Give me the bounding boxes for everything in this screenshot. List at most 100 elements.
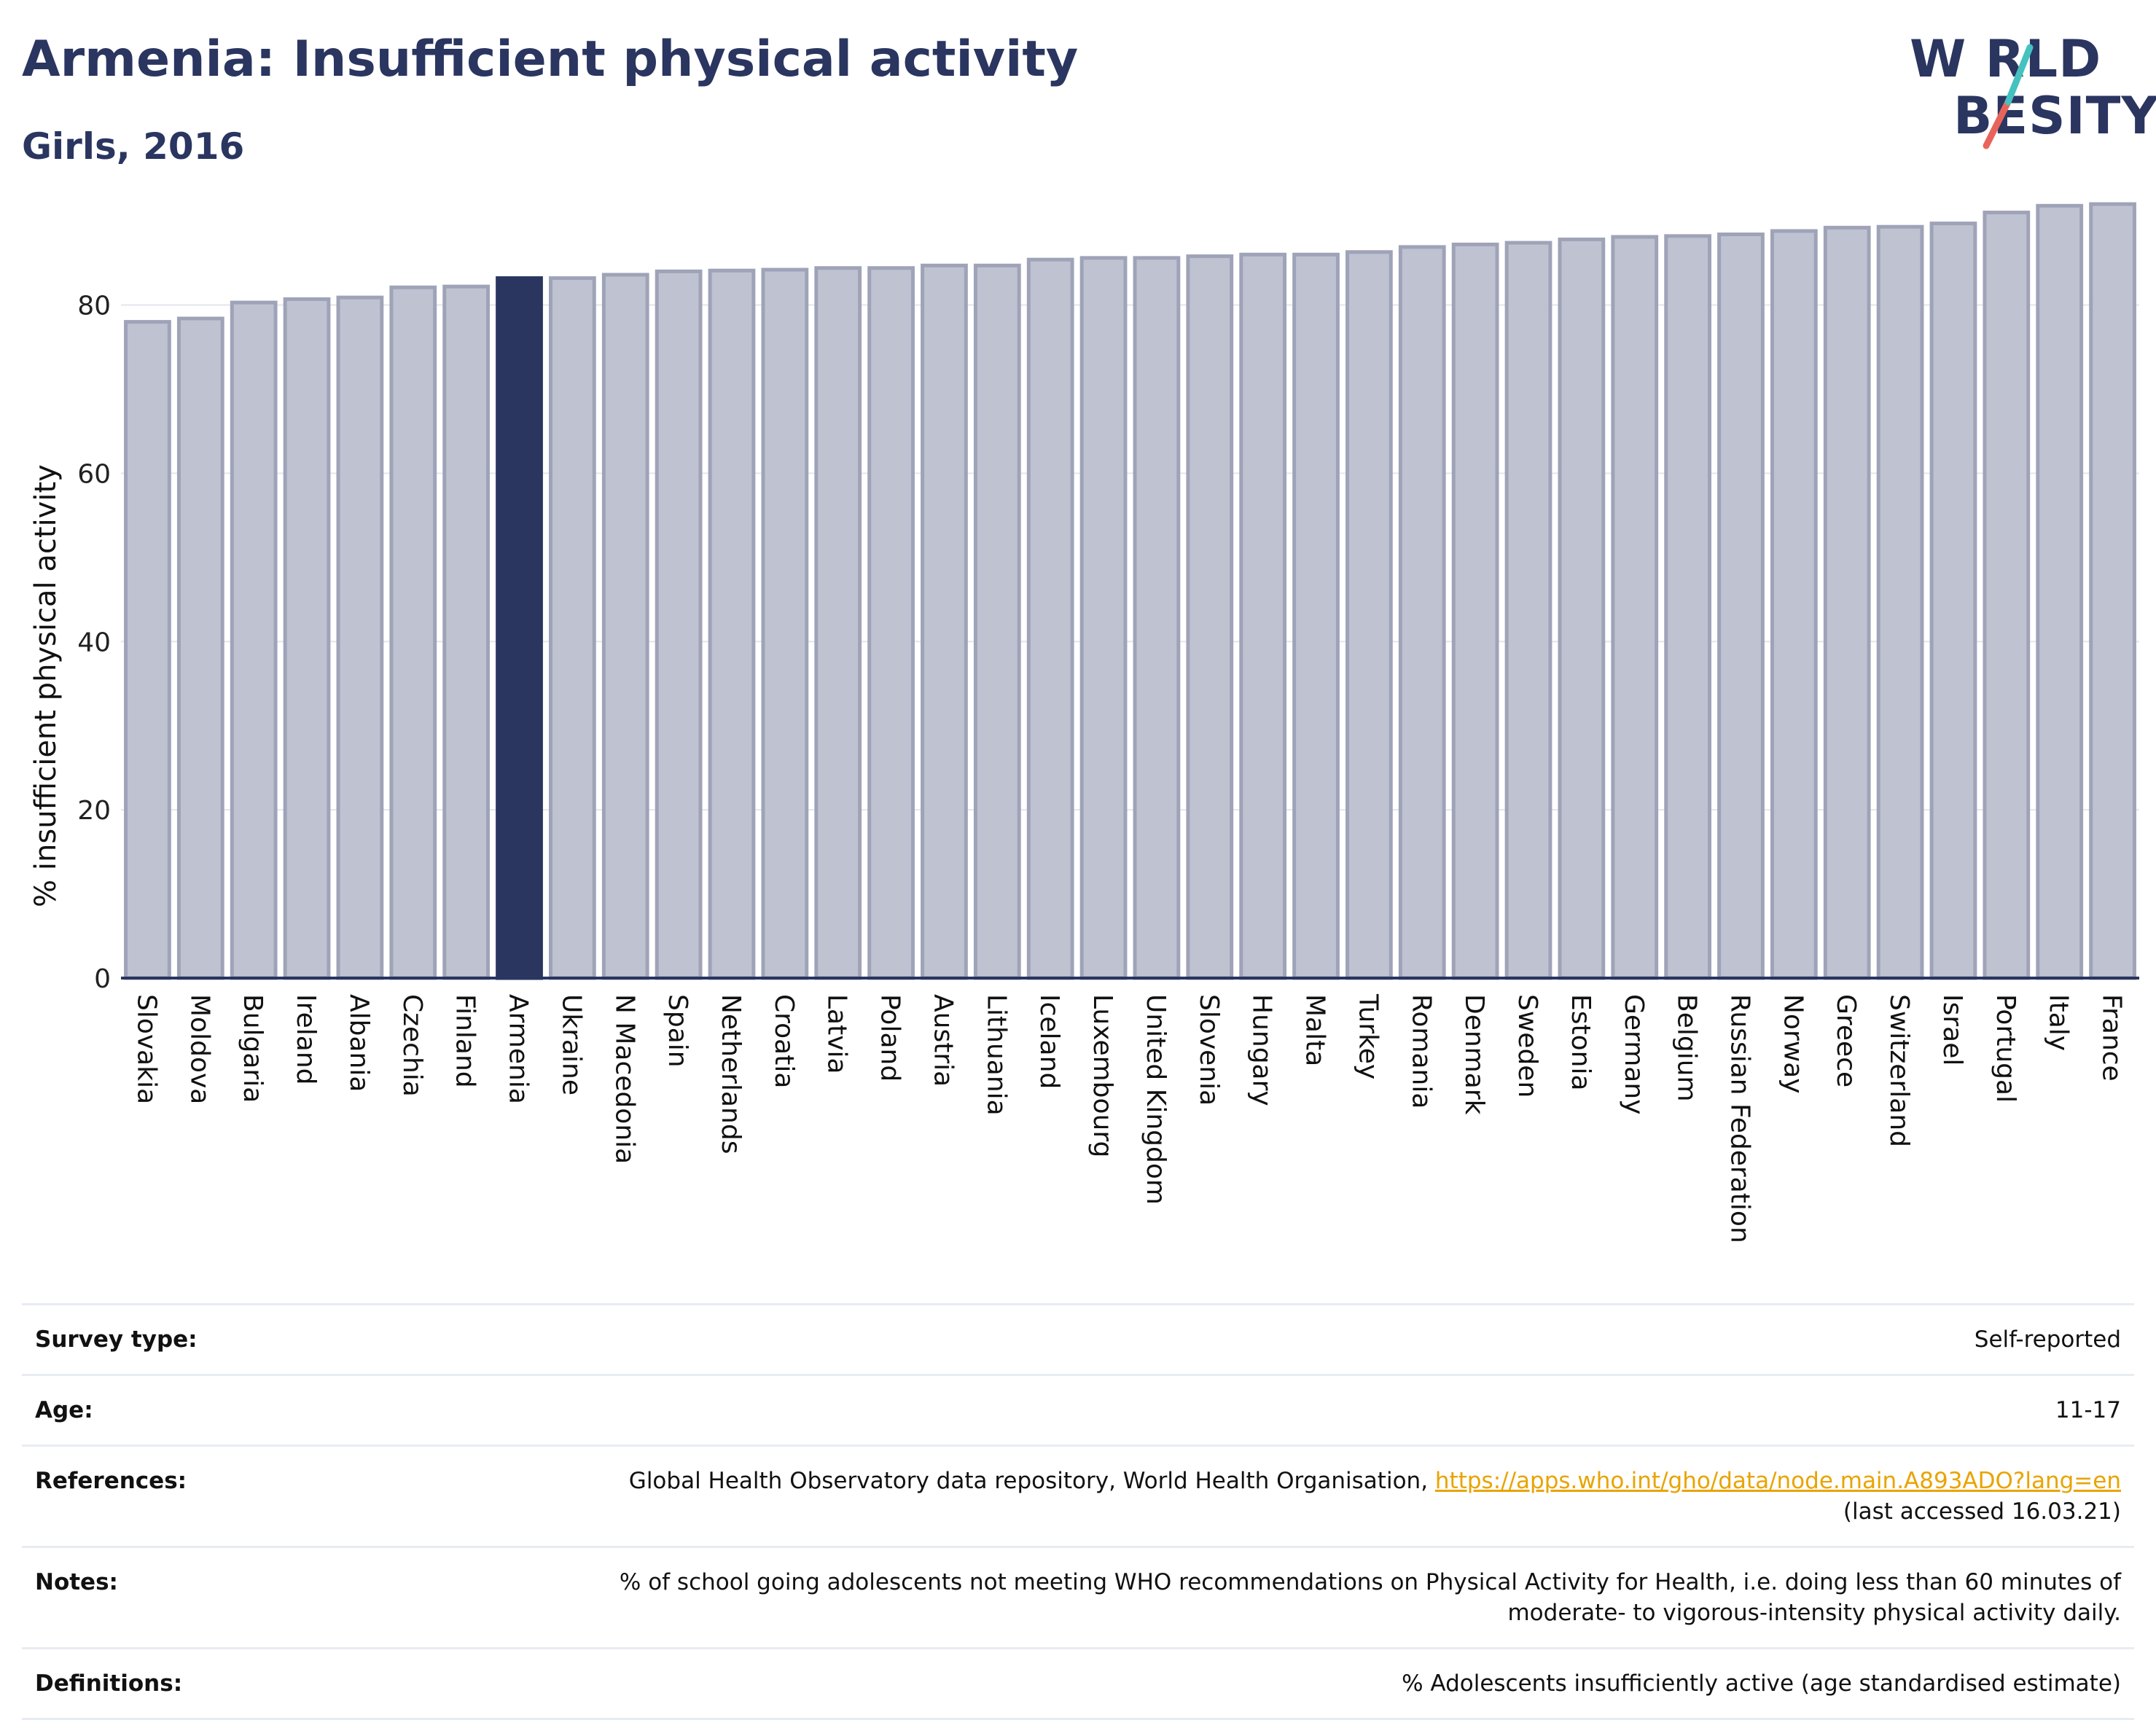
bar: [1026, 257, 1074, 980]
meta-row-notes: Notes: % of school going adolescents not…: [22, 1546, 2134, 1647]
bar: [1558, 237, 1606, 980]
bar: [1770, 229, 1818, 980]
bar: [1611, 235, 1659, 980]
y-tick-label: 0: [94, 964, 111, 994]
page-title: Armenia: Insufficient physical activity: [22, 31, 1079, 88]
x-tick-label: Romania: [1406, 994, 1436, 1109]
meta-row-references: References: Global Health Observatory da…: [22, 1445, 2134, 1546]
x-tick-label: Hungary: [1247, 994, 1277, 1106]
bar: [814, 266, 862, 980]
bar-highlight: [496, 276, 543, 980]
x-tick-label: Iceland: [1034, 994, 1064, 1089]
x-tick-label: Bulgaria: [238, 994, 267, 1103]
reference-accessed: (last accessed 16.03.21): [1843, 1498, 2121, 1525]
y-tick-label: 20: [77, 796, 111, 826]
meta-row-age: Age: 11-17: [22, 1374, 2134, 1445]
bar: [1239, 252, 1287, 980]
x-tick-label: Netherlands: [716, 994, 746, 1154]
x-tick-label: Turkey: [1353, 993, 1383, 1079]
bar: [867, 266, 915, 980]
x-tick-label: Slovakia: [131, 994, 161, 1104]
bar: [176, 316, 224, 980]
reference-text: Global Health Observatory data repositor…: [628, 1468, 1429, 1494]
x-tick-label: Sweden: [1512, 994, 1542, 1098]
x-tick-label: Finland: [450, 994, 480, 1088]
bar: [1133, 256, 1181, 980]
meta-label: Survey type:: [35, 1326, 198, 1353]
x-tick-label: United Kingdom: [1141, 994, 1171, 1205]
bar: [336, 295, 384, 980]
x-tick-label: France: [2097, 994, 2127, 1082]
x-tick-label: Latvia: [822, 994, 852, 1074]
bar: [655, 269, 703, 980]
bar: [442, 284, 491, 980]
bar: [761, 267, 809, 980]
y-tick-label: 80: [77, 292, 111, 321]
x-tick-label: N Macedonia: [609, 994, 639, 1164]
bar: [1876, 224, 1924, 980]
x-tick-label: Estonia: [1566, 994, 1595, 1091]
x-tick-label: Norway: [1778, 994, 1808, 1094]
x-tick-label: Poland: [875, 994, 905, 1082]
logo-slash-icon: [1983, 44, 2034, 149]
bar: [1398, 245, 1446, 980]
bar: [708, 268, 756, 980]
x-tick-label: Denmark: [1459, 994, 1489, 1115]
x-tick-label: Germany: [1619, 994, 1649, 1114]
x-tick-label: Croatia: [769, 994, 799, 1088]
meta-value: % Adolescents insufficiently active (age…: [1402, 1670, 2121, 1697]
bar: [124, 320, 171, 980]
reference-link[interactable]: https://apps.who.int/gho/data/node.main.…: [1434, 1468, 2121, 1494]
bar: [2089, 202, 2136, 980]
bar: [1186, 254, 1234, 980]
meta-label: References:: [35, 1468, 187, 1494]
meta-label: Notes:: [35, 1569, 118, 1595]
x-tick-label: Lithuania: [981, 994, 1011, 1116]
bar: [1504, 241, 1552, 980]
meta-value: % of school going adolescents not meetin…: [619, 1569, 2121, 1626]
x-tick-label: Slovenia: [1194, 994, 1224, 1106]
y-tick-label: 60: [77, 459, 111, 489]
bar: [1823, 225, 1871, 980]
x-tick-label: Austria: [928, 994, 958, 1087]
bar: [283, 297, 331, 980]
bar: [389, 285, 437, 980]
y-axis-label: % insufficient physical activity: [29, 464, 63, 907]
y-tick-label: 40: [77, 628, 111, 657]
bar: [1451, 242, 1499, 980]
bar-chart: 0 20 40 60 80 Slovakia Moldova Bulgaria Ireland A…: [29, 202, 2139, 1243]
x-tick-label: Czechia: [397, 994, 427, 1097]
x-tick-label: Italy: [2044, 994, 2074, 1051]
bar: [921, 263, 968, 980]
x-tick-label: Malta: [1300, 994, 1330, 1066]
bar: [1345, 250, 1393, 980]
bar: [1929, 222, 1977, 980]
world-obesity-logo: W RLD BESITY: [1895, 22, 2156, 153]
x-tick-label: Greece: [1831, 994, 1861, 1087]
bar: [1292, 252, 1340, 980]
bar: [230, 300, 278, 980]
meta-label: Definitions:: [35, 1670, 183, 1697]
meta-value: Self-reported: [1974, 1326, 2121, 1353]
x-tick-label: Portugal: [1991, 994, 2020, 1103]
logo-line-2: BESITY: [1953, 86, 2156, 146]
bar: [1717, 232, 1765, 980]
bar: [1983, 211, 2031, 980]
meta-value: 11-17: [2055, 1397, 2121, 1423]
logo-line-1: W RLD: [1910, 29, 2102, 89]
bar: [549, 276, 596, 980]
meta-row-definitions: Definitions: % Adolescents insufficientl…: [22, 1647, 2134, 1720]
bar: [2036, 203, 2084, 980]
x-tick-label: Switzerland: [1884, 994, 1914, 1147]
x-tick-label: Armenia: [504, 994, 534, 1104]
x-tick-label: Albania: [344, 994, 374, 1092]
page-subtitle: Girls, 2016: [22, 125, 245, 168]
meta-row-survey-type: Survey type: Self-reported: [22, 1303, 2134, 1374]
x-tick-label: Israel: [1937, 994, 1967, 1066]
x-tick-label: Russian Federation: [1725, 994, 1754, 1243]
x-tick-label: Ireland: [291, 994, 321, 1085]
x-tick-label: Moldova: [184, 994, 214, 1104]
bar: [601, 273, 649, 980]
x-tick-label: Ukraine: [556, 994, 586, 1095]
bar: [973, 263, 1021, 980]
